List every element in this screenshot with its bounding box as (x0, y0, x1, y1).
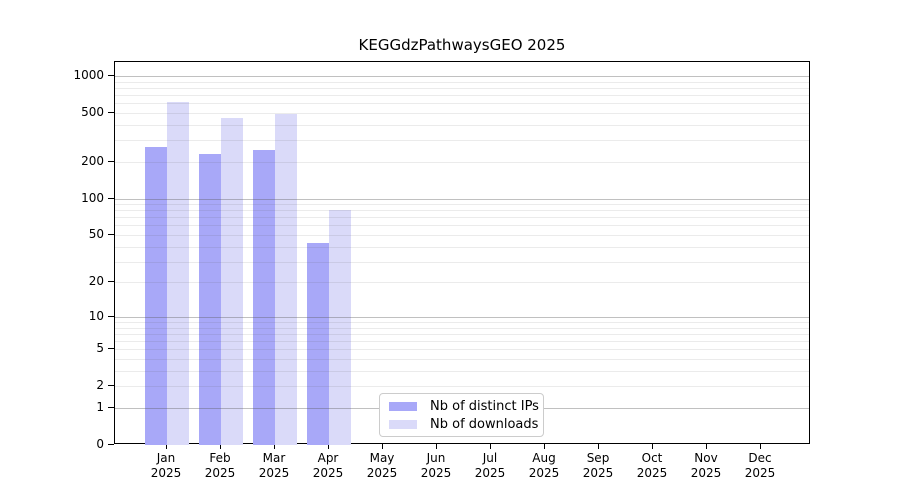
x-tick-mark-feb-2025 (220, 444, 221, 449)
bar-nb-of-distinct-ips-jan-2025 (145, 146, 167, 445)
grid-layer (115, 62, 809, 443)
gridline-minor-500 (115, 113, 809, 114)
legend-item-distinct-ips: Nb of distinct IPs (380, 397, 543, 415)
bar-nb-of-distinct-ips-apr-2025 (307, 242, 329, 445)
gridline-minor-40 (115, 246, 809, 248)
y-tick-label-500: 500 (81, 105, 104, 119)
gridline-minor-800 (115, 87, 809, 89)
x-tick-label-may-2025: May 2025 (366, 451, 398, 480)
gridline-minor-5 (115, 349, 809, 351)
x-tick-mark-oct-2025 (652, 444, 653, 449)
bar-nb-of-downloads-apr-2025 (329, 210, 351, 445)
gridline-minor-6 (115, 341, 809, 343)
gridline-major-100 (115, 198, 809, 200)
bar-nb-of-downloads-mar-2025 (275, 114, 297, 445)
x-tick-mark-jan-2025 (166, 444, 167, 449)
gridline-minor-80 (115, 210, 809, 212)
y-tick-mark-50 (108, 234, 114, 235)
gridline-minor-50 (115, 235, 809, 236)
legend-swatch-downloads (389, 419, 417, 429)
y-tick-label-50: 50 (88, 227, 104, 241)
x-tick-mark-jul-2025 (490, 444, 491, 449)
x-tick-mark-may-2025 (382, 444, 383, 449)
gridline-minor-900 (115, 81, 809, 83)
x-tick-label-aug-2025: Aug 2025 (528, 451, 560, 480)
y-tick-mark-0 (108, 444, 114, 445)
y-tick-label-10: 10 (88, 308, 104, 323)
legend-swatch-distinct-ips (389, 401, 417, 411)
y-tick-mark-500 (108, 112, 114, 113)
x-tick-label-oct-2025: Oct 2025 (636, 451, 668, 480)
x-tick-label-jan-2025: Jan 2025 (150, 451, 182, 480)
gridline-minor-20 (115, 282, 809, 284)
x-tick-mark-aug-2025 (544, 444, 545, 449)
bars-layer (115, 62, 809, 445)
x-tick-mark-mar-2025 (274, 444, 275, 449)
x-tick-label-sep-2025: Sep 2025 (582, 451, 614, 480)
gridline-major-1000 (115, 76, 809, 77)
gridline-minor-600 (115, 103, 809, 105)
y-tick-mark-5 (108, 348, 114, 350)
bar-nb-of-distinct-ips-mar-2025 (253, 149, 275, 445)
x-tick-label-mar-2025: Mar 2025 (258, 451, 290, 480)
bar-nb-of-distinct-ips-feb-2025 (199, 154, 221, 445)
gridline-minor-70 (115, 217, 809, 219)
plot-area (114, 61, 810, 445)
x-tick-label-apr-2025: Apr 2025 (312, 451, 344, 480)
gridline-minor-8 (115, 327, 809, 329)
gridline-minor-90 (115, 204, 809, 206)
y-tick-mark-1000 (108, 75, 114, 76)
bar-nb-of-downloads-feb-2025 (221, 117, 243, 445)
gridline-minor-300 (115, 140, 809, 142)
gridline-minor-60 (115, 225, 809, 227)
y-tick-label-1000: 1000 (73, 68, 104, 82)
x-tick-mark-sep-2025 (598, 444, 599, 449)
y-tick-mark-20 (108, 281, 114, 283)
gridline-minor-7 (115, 333, 809, 335)
x-tick-label-dec-2025: Dec 2025 (744, 451, 776, 480)
gridline-minor-9 (115, 322, 809, 323)
x-tick-mark-dec-2025 (760, 444, 761, 449)
y-tick-label-2: 2 (96, 378, 104, 393)
y-tick-mark-2 (108, 385, 114, 387)
y-tick-mark-200 (108, 160, 114, 162)
y-tick-label-5: 5 (96, 341, 104, 356)
x-tick-mark-apr-2025 (328, 444, 329, 449)
x-tick-label-jul-2025: Jul 2025 (474, 451, 506, 480)
y-tick-mark-10 (108, 315, 114, 317)
x-tick-label-nov-2025: Nov 2025 (690, 451, 722, 480)
gridline-minor-2 (115, 386, 809, 388)
x-tick-mark-nov-2025 (706, 444, 707, 449)
gridline-minor-30 (115, 261, 809, 263)
gridline-minor-200 (115, 161, 809, 163)
x-tick-mark-jun-2025 (436, 444, 437, 449)
gridline-minor-3 (115, 371, 809, 372)
y-tick-mark-1 (108, 407, 114, 408)
legend-label-distinct-ips: Nb of distinct IPs (430, 398, 539, 414)
bar-nb-of-downloads-jan-2025 (167, 102, 189, 445)
y-tick-label-100: 100 (81, 190, 104, 205)
gridline-major-10 (115, 316, 809, 318)
legend: Nb of distinct IPs Nb of downloads (379, 393, 544, 437)
chart-title: KEGGdzPathwaysGEO 2025 (358, 36, 566, 54)
legend-item-downloads: Nb of downloads (380, 415, 543, 433)
x-tick-label-jun-2025: Jun 2025 (420, 451, 452, 480)
gridline-minor-400 (115, 124, 809, 126)
x-tick-label-feb-2025: Feb 2025 (204, 451, 236, 480)
y-tick-label-1: 1 (96, 400, 104, 414)
y-tick-label-0: 0 (96, 437, 104, 451)
y-tick-label-20: 20 (88, 274, 104, 289)
y-tick-mark-100 (108, 197, 114, 199)
y-tick-label-200: 200 (81, 153, 104, 168)
gridline-minor-700 (115, 95, 809, 96)
gridline-minor-4 (115, 359, 809, 360)
legend-label-downloads: Nb of downloads (430, 416, 539, 432)
